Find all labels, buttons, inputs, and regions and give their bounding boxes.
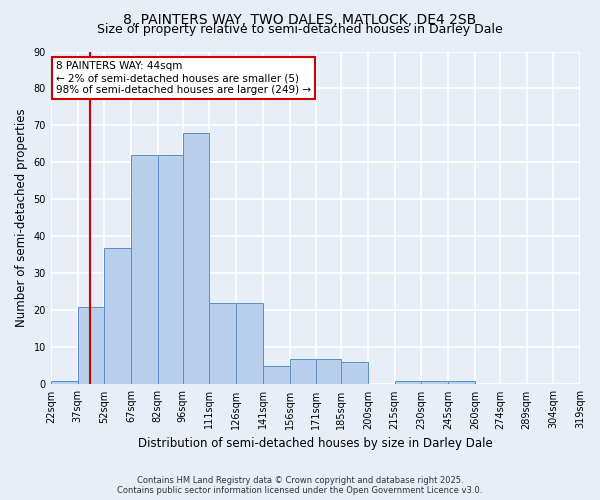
Bar	[209, 303, 236, 384]
Bar	[341, 362, 368, 384]
Bar	[182, 133, 209, 384]
Y-axis label: Number of semi-detached properties: Number of semi-detached properties	[15, 108, 28, 328]
Bar	[421, 380, 448, 384]
Bar	[131, 155, 158, 384]
Bar	[290, 358, 316, 384]
Bar	[236, 303, 263, 384]
Bar	[395, 380, 421, 384]
Text: 8 PAINTERS WAY: 44sqm
← 2% of semi-detached houses are smaller (5)
98% of semi-d: 8 PAINTERS WAY: 44sqm ← 2% of semi-detac…	[56, 62, 311, 94]
Text: Contains HM Land Registry data © Crown copyright and database right 2025.
Contai: Contains HM Land Registry data © Crown c…	[118, 476, 482, 495]
X-axis label: Distribution of semi-detached houses by size in Darley Dale: Distribution of semi-detached houses by …	[138, 437, 493, 450]
Bar	[77, 306, 104, 384]
Bar	[448, 380, 475, 384]
Bar	[158, 155, 182, 384]
Bar	[263, 366, 290, 384]
Text: Size of property relative to semi-detached houses in Darley Dale: Size of property relative to semi-detach…	[97, 22, 503, 36]
Bar	[316, 358, 341, 384]
Bar	[104, 248, 131, 384]
Bar	[580, 380, 600, 384]
Bar	[51, 380, 77, 384]
Text: 8, PAINTERS WAY, TWO DALES, MATLOCK, DE4 2SB: 8, PAINTERS WAY, TWO DALES, MATLOCK, DE4…	[124, 12, 476, 26]
